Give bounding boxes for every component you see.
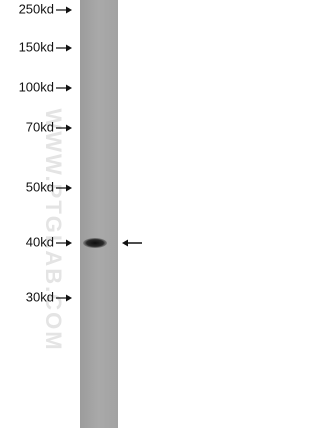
marker-arrow-head [66,239,72,247]
western-blot: WWW.PTGLAB.COM 250kd 150kd 100kd 70kd 50kd 40… [19,0,142,428]
marker-label: 150kd [19,39,54,54]
watermark: WWW.PTGLAB.COM [41,108,66,351]
marker-arrow-head [66,44,72,52]
protein-band [83,238,107,248]
target-arrow [122,239,142,247]
marker-arrow-head [66,124,72,132]
marker-label: 70kd [26,119,54,134]
gel-lane [80,0,118,428]
marker-label: 30kd [26,289,54,304]
marker-label: 40kd [26,234,54,249]
marker-label: 100kd [19,79,54,94]
marker-label: 50kd [26,179,54,194]
marker-arrow-head [66,6,72,14]
marker-arrow-head [66,184,72,192]
marker-arrow-head [66,84,72,92]
marker-label: 250kd [19,1,54,16]
marker-arrow-head [66,294,72,302]
